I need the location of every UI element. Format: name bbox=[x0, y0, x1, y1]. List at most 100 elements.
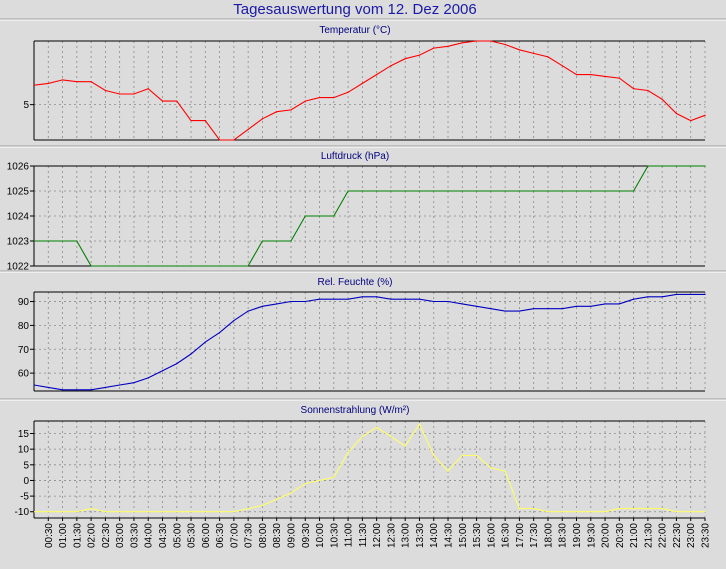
data-point bbox=[190, 353, 192, 355]
data-point bbox=[533, 190, 535, 192]
data-point bbox=[90, 81, 92, 83]
data-point bbox=[76, 240, 78, 242]
x-tick-label: 18:00 bbox=[544, 523, 555, 548]
data-point bbox=[218, 265, 221, 267]
data-point bbox=[590, 305, 592, 307]
data-point bbox=[504, 43, 506, 46]
data-point bbox=[76, 389, 78, 391]
data-point bbox=[318, 215, 321, 217]
data-point bbox=[318, 479, 321, 482]
data-point bbox=[618, 303, 620, 305]
series-line bbox=[34, 293, 705, 391]
data-point bbox=[633, 88, 635, 90]
data-point bbox=[61, 79, 64, 81]
y-tick-label: 60 bbox=[18, 369, 30, 380]
data-point bbox=[433, 190, 435, 192]
x-tick-label: 23:00 bbox=[686, 523, 697, 548]
data-point bbox=[704, 511, 706, 513]
chart-panel-3: Rel. Feuchte (%) 60 70 80 90 bbox=[0, 270, 726, 392]
x-tick-label: 21:30 bbox=[643, 523, 654, 548]
data-point bbox=[433, 300, 435, 303]
data-point bbox=[104, 511, 106, 513]
data-point bbox=[119, 511, 121, 513]
data-point bbox=[447, 190, 449, 192]
x-tick-label: 03:30 bbox=[129, 523, 140, 548]
x-tick-label: 02:00 bbox=[87, 523, 98, 548]
data-point bbox=[433, 454, 435, 457]
data-point bbox=[561, 511, 563, 513]
data-point bbox=[276, 240, 278, 242]
series-line bbox=[34, 40, 706, 141]
data-point bbox=[304, 100, 306, 102]
data-point bbox=[218, 139, 221, 141]
x-tick-label: 04:00 bbox=[144, 523, 155, 548]
data-point bbox=[361, 82, 363, 85]
data-point bbox=[90, 265, 92, 267]
data-point bbox=[147, 377, 149, 379]
data-point bbox=[575, 73, 578, 76]
y-tick-label: 1022 bbox=[7, 262, 30, 273]
data-point bbox=[47, 240, 49, 242]
data-point bbox=[475, 454, 478, 457]
data-point bbox=[76, 81, 78, 83]
x-tick-label: 16:00 bbox=[486, 523, 497, 548]
data-point bbox=[490, 308, 492, 310]
data-point bbox=[361, 190, 363, 192]
y-tick-label: 90 bbox=[18, 297, 30, 308]
data-point bbox=[704, 293, 706, 295]
data-point bbox=[233, 139, 235, 141]
data-point bbox=[147, 265, 149, 267]
data-point bbox=[461, 454, 463, 457]
data-point bbox=[618, 77, 620, 79]
data-point bbox=[61, 511, 64, 513]
data-point bbox=[247, 310, 249, 312]
data-point bbox=[376, 73, 378, 76]
data-point bbox=[461, 190, 463, 192]
data-point bbox=[690, 119, 692, 122]
data-point bbox=[119, 93, 121, 95]
series-line bbox=[34, 165, 705, 267]
data-point bbox=[261, 240, 264, 242]
x-tick-label: 19:30 bbox=[586, 523, 597, 548]
x-tick-label: 00:30 bbox=[44, 523, 55, 548]
data-point bbox=[604, 75, 606, 77]
x-tick-label: 11:30 bbox=[358, 523, 369, 548]
data-point bbox=[504, 190, 506, 192]
data-point bbox=[604, 190, 606, 192]
data-point bbox=[661, 296, 663, 298]
data-point bbox=[675, 293, 678, 295]
x-tick-label: 22:00 bbox=[658, 523, 669, 548]
y-tick-label: 1025 bbox=[7, 187, 30, 198]
data-point bbox=[376, 296, 378, 298]
data-point bbox=[276, 111, 278, 113]
x-tick-label: 10:00 bbox=[315, 523, 326, 548]
data-point bbox=[604, 303, 606, 305]
x-tick-label: 12:30 bbox=[386, 523, 397, 548]
data-point bbox=[176, 362, 178, 365]
data-point bbox=[461, 42, 463, 44]
data-point bbox=[647, 165, 649, 167]
data-point bbox=[675, 511, 678, 513]
data-point bbox=[404, 58, 406, 60]
y-tick-label: 10 bbox=[18, 445, 30, 456]
y-tick-label: 1026 bbox=[7, 162, 30, 173]
data-point bbox=[561, 308, 563, 310]
data-point bbox=[675, 112, 678, 115]
data-point bbox=[504, 310, 506, 312]
data-point bbox=[518, 508, 521, 510]
x-tick-label: 14:00 bbox=[429, 523, 440, 548]
x-tick-label: 06:00 bbox=[201, 523, 212, 548]
data-point bbox=[690, 165, 692, 167]
y-tick-label: -5 bbox=[20, 492, 29, 503]
data-point bbox=[518, 310, 521, 312]
data-point bbox=[590, 73, 592, 76]
data-point bbox=[276, 303, 278, 305]
x-tick-label: 12:00 bbox=[372, 523, 383, 548]
data-point bbox=[590, 511, 592, 513]
x-tick-label: 13:30 bbox=[415, 523, 426, 548]
data-point bbox=[119, 384, 121, 386]
data-point bbox=[390, 190, 392, 192]
data-point bbox=[704, 114, 706, 116]
data-point bbox=[204, 119, 206, 122]
